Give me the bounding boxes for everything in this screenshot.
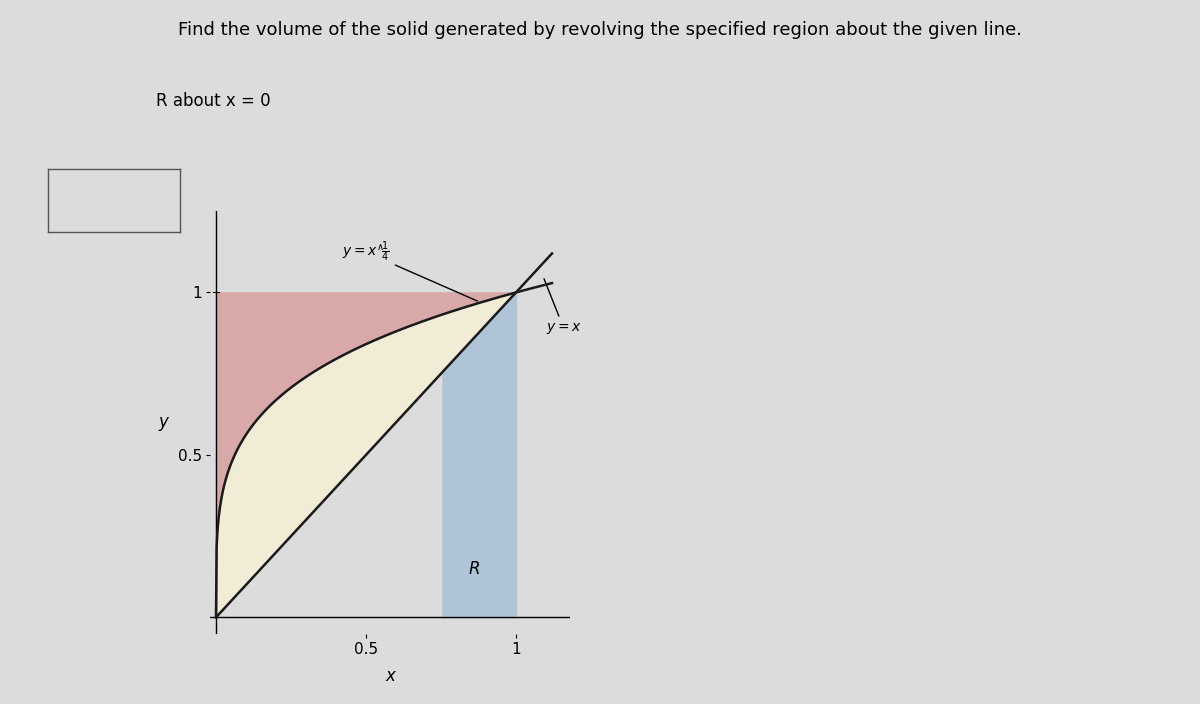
Text: y: y — [158, 413, 168, 432]
Text: R about x = 0: R about x = 0 — [156, 92, 271, 110]
Text: $y = x$: $y = x$ — [544, 279, 582, 337]
Text: $R$: $R$ — [468, 560, 480, 577]
Text: $y = x^{\wedge}\!\frac{1}{4}$: $y = x^{\wedge}\!\frac{1}{4}$ — [342, 240, 478, 301]
Text: x: x — [385, 667, 395, 685]
Text: Find the volume of the solid generated by revolving the specified region about t: Find the volume of the solid generated b… — [178, 21, 1022, 39]
